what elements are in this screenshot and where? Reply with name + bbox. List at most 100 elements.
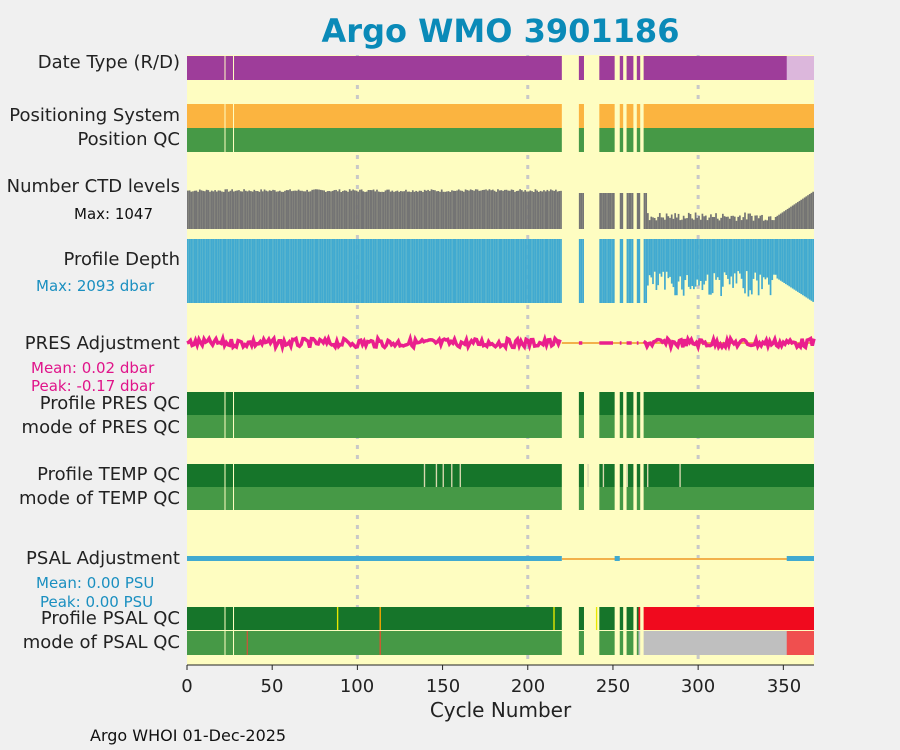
ctd-level-column — [546, 189, 549, 229]
ctd-level-column — [754, 215, 757, 229]
ctd-level-column — [805, 196, 808, 229]
ctd-level-column — [713, 217, 716, 229]
ctd-level-column — [735, 220, 738, 229]
profile-depth-column — [411, 239, 414, 303]
x-tick-label: 50 — [260, 676, 284, 697]
missing-cycle-gap — [640, 415, 644, 438]
ctd-level-column — [359, 189, 361, 229]
ctd-level-column — [716, 218, 719, 229]
ctd-level-column — [227, 191, 230, 229]
profile-pres-qc-bar — [187, 392, 814, 415]
ctd-level-column — [457, 189, 460, 229]
ctd-level-column — [364, 191, 366, 229]
profile-depth-column — [800, 239, 803, 295]
profile-depth-column — [721, 239, 724, 287]
temp-qc-marker — [626, 464, 628, 487]
ctd-level-column — [532, 191, 535, 229]
profile-depth-column — [188, 239, 191, 303]
profile-depth-column — [515, 239, 518, 303]
missing-cycle-gap — [233, 415, 235, 438]
profile-depth-column — [364, 239, 366, 303]
ctd-level-column — [703, 216, 705, 229]
missing-cycle-gap — [633, 56, 637, 80]
missing-cycle-gap — [583, 56, 600, 80]
profile-depth-column — [788, 239, 791, 287]
profile-depth-column — [427, 239, 429, 303]
profile-depth-column — [244, 239, 247, 303]
ctd-level-column — [524, 190, 527, 229]
ctd-level-column — [342, 191, 344, 229]
ctd-level-column — [599, 193, 602, 229]
ctd-level-column — [543, 190, 545, 229]
profile-depth-column — [653, 239, 656, 272]
profile-depth-column — [698, 239, 700, 286]
profile-depth-column — [394, 239, 397, 303]
ctd-level-column — [435, 191, 438, 229]
profile-depth-column — [209, 239, 211, 303]
ctd-level-column — [798, 200, 801, 229]
profile-depth-column — [301, 239, 303, 303]
ctd-level-column — [292, 190, 295, 229]
profile-depth-column — [267, 239, 269, 303]
ctd-level-column — [752, 220, 755, 229]
profile-depth-column — [687, 239, 690, 287]
ctd-level-column — [704, 215, 707, 229]
profile-depth-column — [474, 239, 477, 303]
ctd-level-column — [379, 191, 382, 229]
profile-depth-column — [190, 239, 193, 303]
profile-depth-column — [742, 239, 745, 289]
ctd-level-column — [210, 190, 213, 229]
ctd-level-column — [761, 214, 763, 229]
profile-depth-column — [529, 239, 532, 303]
profile-depth-column — [756, 239, 758, 281]
profile-depth-column — [560, 239, 562, 303]
profile-depth-column — [333, 239, 336, 303]
profile-depth-column — [372, 239, 375, 303]
ctd-level-column — [428, 191, 431, 229]
profile-depth-column — [330, 239, 332, 303]
profile-depth-column — [256, 239, 259, 303]
ctd-level-column — [483, 189, 486, 229]
profile-depth-column — [379, 239, 382, 303]
profile-depth-column — [779, 239, 782, 281]
profile-depth-column — [580, 239, 583, 303]
profile-depth-column — [744, 239, 746, 294]
ctd-level-column — [578, 193, 581, 229]
profile-depth-column — [405, 239, 407, 303]
missing-cycle-gap — [583, 607, 600, 630]
missing-cycle-gap — [561, 104, 579, 128]
ctd-level-column — [399, 191, 402, 229]
profile-depth-column — [556, 239, 559, 303]
profile-depth-column — [505, 239, 508, 303]
ctd-level-column — [497, 189, 499, 229]
profile-depth-column — [555, 239, 557, 303]
profile-depth-column — [277, 239, 280, 303]
ctd-level-column — [514, 191, 516, 229]
ctd-level-column — [413, 191, 416, 229]
missing-cycle-gap — [233, 464, 235, 487]
position-qc-bar — [187, 128, 814, 152]
ctd-level-column — [795, 203, 797, 229]
profile-depth-column — [662, 239, 665, 272]
profile-depth-column — [377, 239, 380, 303]
profile-depth-column — [626, 239, 629, 303]
missing-cycle-gap — [640, 631, 644, 655]
ctd-level-column — [522, 191, 525, 229]
profile-depth-column — [606, 239, 608, 303]
profile-depth-column — [447, 239, 450, 303]
profile-depth-column — [389, 239, 392, 303]
profile-depth-column — [706, 239, 709, 275]
temp-qc-marker — [451, 464, 453, 487]
ctd-level-column — [434, 190, 436, 229]
profile-depth-column — [406, 239, 409, 303]
profile-depth-column — [657, 239, 659, 286]
profile-depth-column — [791, 239, 794, 289]
profile-depth-column — [272, 239, 274, 303]
footer-credit: Argo WHOI 01-Dec-2025 — [90, 726, 287, 745]
ctd-level-column — [749, 213, 751, 229]
ctd-level-column — [253, 189, 256, 229]
ctd-level-column — [418, 190, 421, 229]
missing-cycle-gap — [561, 415, 579, 438]
profile-depth-column — [664, 239, 666, 290]
profile-depth-column — [413, 239, 416, 303]
